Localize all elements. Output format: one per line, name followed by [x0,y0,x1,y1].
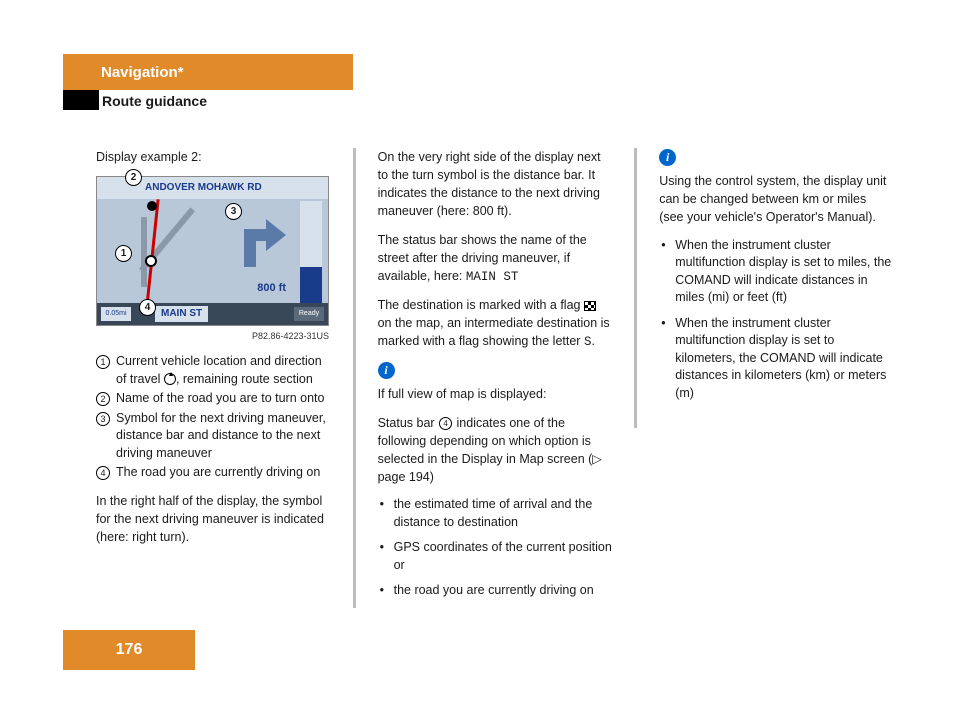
section-title: Route guidance [102,93,207,109]
legend-text: Current vehicle location and direction o… [116,353,331,388]
column-2: On the very right side of the display ne… [378,148,613,610]
column-1: Display example 2: ANDOVER MOHAWK RD 800… [96,148,331,610]
nav-display-figure: ANDOVER MOHAWK RD 800 ft MAIN ST 0.05mi … [96,176,329,326]
chapter-tab: Navigation* [63,54,353,90]
fig-bottom-road: MAIN ST [155,306,208,323]
legend-item-1: 1 Current vehicle location and direction… [96,353,331,388]
chapter-title: Navigation* [101,64,184,81]
legend-num: 4 [96,466,110,480]
distance-bar-fill [300,267,322,307]
col1-para: In the right half of the display, the sy… [96,492,331,546]
col2-p2: The status bar shows the name of the str… [378,231,613,286]
info-icon: i [378,362,395,379]
fig-vehicle-marker [145,255,157,267]
fig-road-2 [141,217,147,287]
col3-bullets: When the instrument cluster multifunctio… [659,237,894,403]
legend-num: 2 [96,392,110,406]
callout-4: 4 [139,299,156,316]
col2-p3: The destination is marked with a flag on… [378,296,613,351]
info-icon: i [659,149,676,166]
legend-item-4: 4 The road you are currently driving on [96,464,331,482]
legend-item-2: 2 Name of the road you are to turn onto [96,390,331,408]
column-divider-2 [634,148,637,428]
legend-num: 1 [96,355,110,369]
fig-scale: 0.05mi [101,307,131,321]
col3-p1: Using the control system, the display un… [659,172,894,226]
legend-list: 1 Current vehicle location and direction… [96,353,331,482]
list-item: When the instrument cluster multifunctio… [659,315,894,403]
callout-1: 1 [115,245,132,262]
col2-info1: If full view of map is displayed: [378,385,613,403]
fig-ready: Ready [294,307,324,321]
inline-callout-4: 4 [439,417,452,430]
legend-text: Symbol for the next driving maneuver, di… [116,410,331,463]
fig-distance-text: 800 ft [257,281,286,297]
col2-info2: Status bar 4 indicates one of the follow… [378,414,613,487]
list-item: the estimated time of arrival and the di… [378,496,613,531]
content-columns: Display example 2: ANDOVER MOHAWK RD 800… [96,148,894,610]
list-item: the road you are currently driving on [378,582,613,600]
flag-icon [584,301,596,311]
column-3: i Using the control system, the display … [659,148,894,610]
legend-item-3: 3 Symbol for the next driving maneuver, … [96,410,331,463]
callout-2: 2 [125,169,142,186]
col2-p1: On the very right side of the display ne… [378,148,613,221]
legend-text: Name of the road you are to turn onto [116,390,324,408]
page-number: 176 [63,630,195,670]
callout-3: 3 [225,203,242,220]
figure-caption: P82.86-4223-31US [96,330,329,343]
distance-bar [300,201,322,307]
legend-num: 3 [96,412,110,426]
display-example-label: Display example 2: [96,148,331,166]
legend-text: The road you are currently driving on [116,464,320,482]
col2-bullets: the estimated time of arrival and the di… [378,496,613,600]
list-item: When the instrument cluster multifunctio… [659,237,894,307]
list-item: GPS coordinates of the current position … [378,539,613,574]
compass-icon [164,373,176,385]
header-chip [63,90,99,110]
column-divider-1 [353,148,356,608]
